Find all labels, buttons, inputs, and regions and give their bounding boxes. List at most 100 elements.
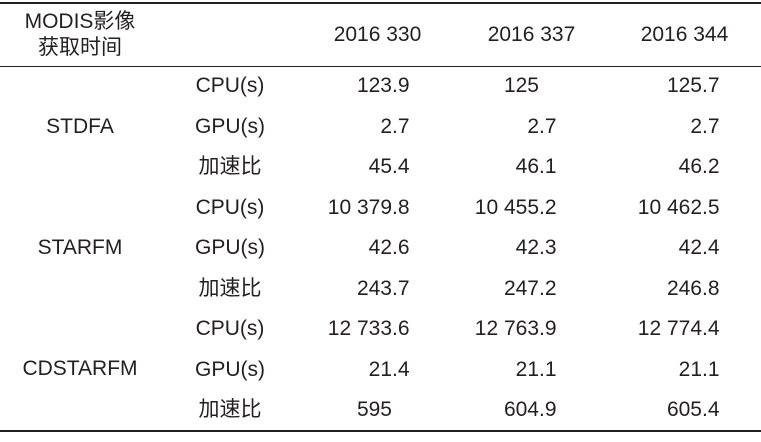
value-frac: .3 <box>539 236 557 260</box>
value-cell: 604.9 <box>455 397 608 423</box>
value-cell: 21.4 <box>300 357 455 383</box>
value-frac: .7 <box>702 114 720 138</box>
value-cell: 595 <box>300 397 455 423</box>
value-int: 2 <box>690 114 702 138</box>
metric-label: 加速比 <box>198 276 262 300</box>
value-frac: .7 <box>539 114 557 138</box>
value-cell: 21.1 <box>455 357 608 383</box>
value-cell: 45.4 <box>300 154 455 180</box>
value-int: 247 <box>503 276 539 300</box>
value-cell: 246.8 <box>608 276 761 302</box>
value-frac: .8 <box>392 195 410 219</box>
paper-table-region: MODIS影像 获取时间 2016 330 2016 337 2016 344 … <box>0 2 761 432</box>
value-int: 45 <box>368 155 392 179</box>
value-cell: 12 733.6 <box>300 316 455 342</box>
header-spacer-cell <box>160 3 300 67</box>
value-frac: .2 <box>702 155 720 179</box>
value-int: 42 <box>678 236 702 260</box>
value-int: 123 <box>356 74 392 98</box>
value-cell: 125.7 <box>608 73 761 99</box>
value-int: 125 <box>666 74 702 98</box>
value-frac: .5 <box>702 195 720 219</box>
metric-label: GPU(s) <box>195 114 265 138</box>
value-cell: 2.7 <box>608 114 761 140</box>
metric-label: 加速比 <box>198 397 262 421</box>
table-row: 加速比 243.7 247.2 246.8 <box>0 269 761 310</box>
value-frac: .9 <box>392 74 410 98</box>
value-cell: 2.7 <box>455 114 608 140</box>
value-int: 42 <box>368 236 392 260</box>
row-header-line-1: MODIS影像 <box>24 9 136 33</box>
benchmark-table: MODIS影像 获取时间 2016 330 2016 337 2016 344 … <box>0 2 761 432</box>
value-frac: .1 <box>539 155 557 179</box>
value-frac: .4 <box>702 317 720 341</box>
value-int: 10 379 <box>327 195 392 219</box>
table-row: GPU(s) 42.6 42.3 42.4 <box>0 228 761 269</box>
value-cell: 125 <box>455 73 608 99</box>
method-label-starfm: STARFM <box>37 236 123 260</box>
value-cell: 243.7 <box>300 276 455 302</box>
value-cell: 10 462.5 <box>608 195 761 221</box>
value-frac: .9 <box>539 397 557 421</box>
table-row: GPU(s) 2.7 2.7 2.7 <box>0 107 761 148</box>
value-frac: .4 <box>392 357 410 381</box>
column-header-date-2: 2016 337 <box>455 3 608 67</box>
value-frac: .6 <box>392 317 410 341</box>
metric-label: CPU(s) <box>195 195 265 219</box>
value-int: 12 763 <box>474 317 539 341</box>
value-cell: 12 774.4 <box>608 316 761 342</box>
value-int: 125 <box>503 74 539 98</box>
value-int: 2 <box>527 114 539 138</box>
value-frac: .1 <box>702 357 720 381</box>
value-frac: .8 <box>702 276 720 300</box>
value-int: 10 455 <box>474 195 539 219</box>
value-int: 21 <box>678 357 702 381</box>
value-frac: .2 <box>539 276 557 300</box>
row-header-line-2: 获取时间 <box>38 35 122 59</box>
value-int: 21 <box>515 357 539 381</box>
value-frac: .4 <box>392 155 410 179</box>
value-int: 42 <box>515 236 539 260</box>
metric-label: CPU(s) <box>195 74 265 98</box>
value-frac: .1 <box>539 357 557 381</box>
value-frac: .4 <box>702 397 720 421</box>
value-int: 12 774 <box>637 317 702 341</box>
value-int: 21 <box>368 357 392 381</box>
table-row: GPU(s) 21.4 21.1 21.1 <box>0 350 761 391</box>
table-row: 加速比 595 604.9 605.4 <box>0 390 761 431</box>
value-cell: 46.2 <box>608 154 761 180</box>
method-label-stdfa: STDFA <box>46 114 114 138</box>
value-int: 12 733 <box>327 317 392 341</box>
value-int: 604 <box>503 397 539 421</box>
metric-label: CPU(s) <box>195 317 265 341</box>
value-int: 246 <box>666 276 702 300</box>
value-frac: .7 <box>392 276 410 300</box>
metric-label: GPU(s) <box>195 357 265 381</box>
method-label-cdstarfm: CDSTARFM <box>22 357 138 381</box>
metric-label: 加速比 <box>198 155 262 179</box>
table-row: CDSTARFM CPU(s) 12 733.6 12 763.9 12 774… <box>0 309 761 380</box>
value-cell: 46.1 <box>455 154 608 180</box>
table-row: STARFM CPU(s) 10 379.8 10 455.2 10 462.5 <box>0 188 761 260</box>
column-header-date-3: 2016 344 <box>608 3 761 67</box>
table-row: STDFA CPU(s) 123.9 125 125.7 <box>0 66 761 138</box>
value-int: 10 462 <box>637 195 702 219</box>
header-row: MODIS影像 获取时间 2016 330 2016 337 2016 344 <box>0 3 761 67</box>
value-cell: 605.4 <box>608 397 761 423</box>
value-cell: 2.7 <box>300 114 455 140</box>
metric-label: GPU(s) <box>195 236 265 260</box>
value-cell: 247.2 <box>455 276 608 302</box>
value-int: 595 <box>356 397 392 421</box>
value-frac: .9 <box>539 317 557 341</box>
value-cell: 42.4 <box>608 235 761 261</box>
value-cell: 42.6 <box>300 235 455 261</box>
row-header-modis-acquisition-time: MODIS影像 获取时间 <box>0 3 160 67</box>
value-frac: .6 <box>392 236 410 260</box>
value-cell: 42.3 <box>455 235 608 261</box>
value-cell: 10 379.8 <box>300 195 455 221</box>
value-cell: 12 763.9 <box>455 316 608 342</box>
column-header-date-1: 2016 330 <box>300 3 455 67</box>
value-int: 605 <box>666 397 702 421</box>
value-int: 243 <box>356 276 392 300</box>
value-int: 2 <box>380 114 392 138</box>
